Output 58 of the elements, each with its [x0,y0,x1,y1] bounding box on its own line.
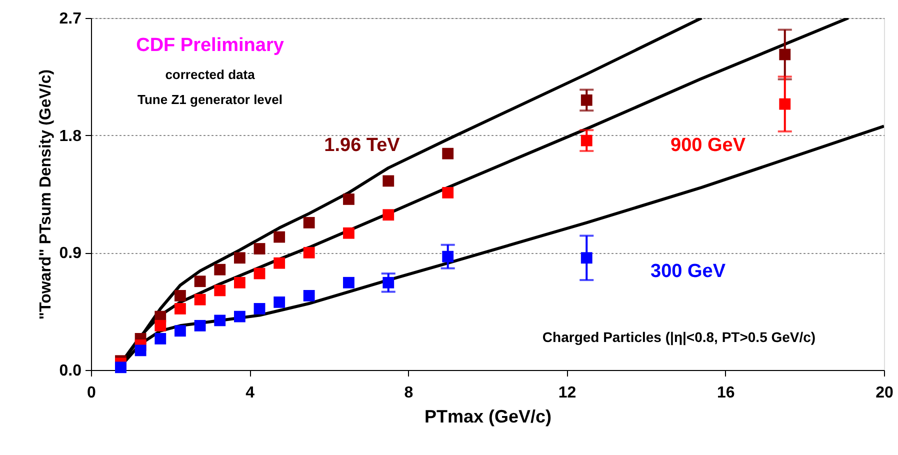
point [234,252,246,264]
point [580,134,592,146]
x-tick-label: 16 [717,384,735,402]
x-tick-label: 20 [876,384,894,402]
point [442,250,454,262]
point [343,194,354,205]
point [343,227,354,239]
annotation: corrected data [165,67,256,82]
point [154,320,166,332]
point [303,246,315,258]
point [234,276,246,288]
text: 300 GeV [650,261,726,282]
point [442,148,454,160]
point [580,252,592,264]
point [214,264,226,276]
point [274,231,286,243]
point [174,303,186,314]
y-axis-title: "Toward" PTsum Density (GeV/c) [37,69,54,320]
annotation: Charged Particles (|η|<0.8, PT>0.5 GeV/c) [542,329,816,346]
point [442,186,454,198]
y-tick-label: 0.0 [59,362,82,380]
point [254,243,266,254]
point [382,175,394,187]
annotation: Tune Z1 generator level [138,92,282,107]
y-tick-label: 2.7 [59,10,82,28]
point [254,268,266,280]
point [254,303,266,314]
point [174,290,186,302]
point [115,362,126,374]
point [580,94,592,106]
x-axis-title: PTmax (GeV/c) [424,406,552,426]
point [154,333,166,344]
x-tick-label: 8 [404,384,414,402]
point [194,294,206,306]
point [194,320,206,332]
point [274,257,286,269]
point [303,216,315,228]
point [194,276,206,288]
annotation: CDF Preliminary [136,35,284,56]
point [174,325,186,337]
series-label: 1.96 TeV [324,135,400,156]
x-tick-label: 0 [87,384,96,402]
point [343,276,354,288]
point [234,310,246,322]
point [274,296,286,308]
x-tick-label: 12 [558,384,576,402]
point [303,290,315,302]
point [134,344,146,356]
y-tick-label: 0.9 [59,245,82,262]
point [214,284,226,296]
point [779,98,791,110]
point [382,209,394,221]
y-tick-label: 1.8 [59,128,82,145]
point [779,48,791,60]
point [382,276,394,288]
x-tick-label: 4 [246,384,255,402]
point [214,314,226,326]
text: 900 GeV [670,135,746,156]
